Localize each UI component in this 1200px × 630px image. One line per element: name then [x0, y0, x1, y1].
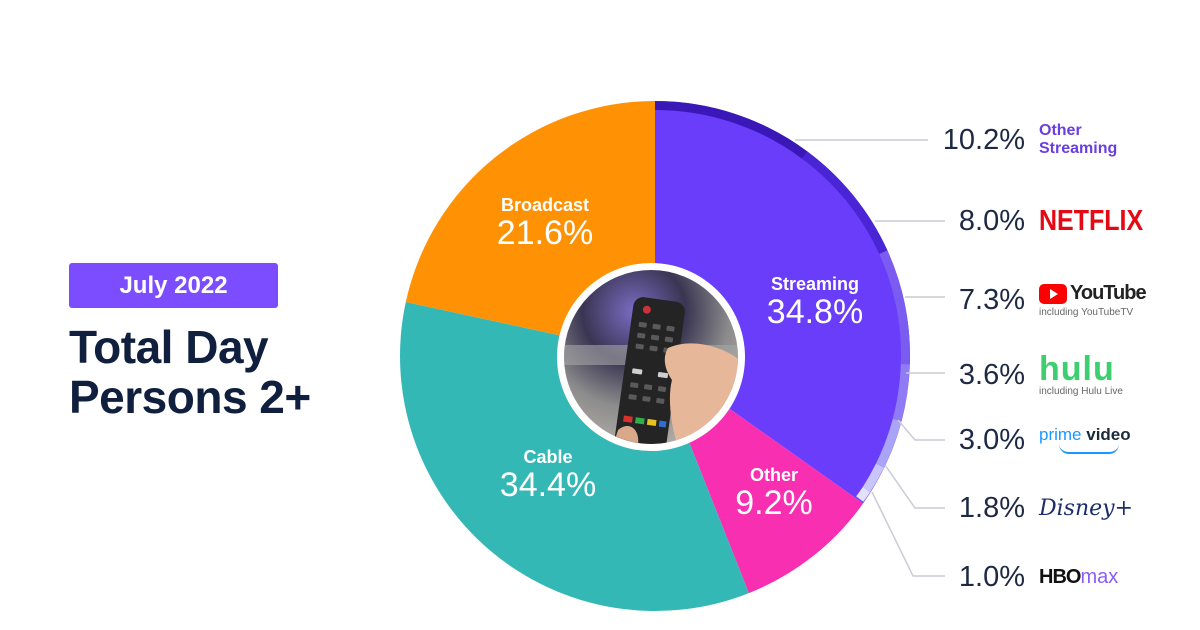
other-streaming-line2: Streaming: [1039, 140, 1118, 157]
ring-netflix: [802, 151, 888, 255]
legend-other-streaming: 10.2% Other Streaming: [930, 120, 1117, 160]
label-cable: Cable 34.4%: [500, 447, 596, 503]
ring-hulu: [892, 363, 910, 422]
leader-lines: [795, 139, 945, 577]
label-other: Other 9.2%: [735, 465, 813, 521]
ring-hbo: [856, 486, 871, 502]
label-broadcast: Broadcast 21.6%: [497, 195, 593, 251]
label-streaming-pct: 34.8%: [766, 293, 864, 331]
title-line-2: Persons 2+: [69, 371, 311, 423]
other-streaming-line1: Other: [1039, 122, 1082, 139]
legend-hbo-max: 1.0% HBOmax: [930, 557, 1118, 597]
video-word: video: [1086, 425, 1131, 444]
leader-hbo: [871, 491, 945, 577]
legend-pct: 8.0%: [958, 204, 1025, 237]
prime-video-logo: prime video: [1039, 426, 1131, 444]
leader-prime: [897, 419, 945, 441]
tv-remote-photo: [557, 263, 745, 451]
label-streaming: Streaming 34.8%: [767, 274, 863, 330]
youtube-play-icon: [1039, 283, 1067, 304]
youtube-sub: including YouTubeTV: [1039, 307, 1134, 318]
legend-disney-plus: 1.8% Disney+: [930, 488, 1133, 528]
prime-word: prime: [1039, 425, 1082, 444]
legend-prime-video: 3.0% prime video: [930, 420, 1131, 460]
amazon-smile-icon: [1059, 444, 1119, 454]
max-word: max: [1080, 565, 1119, 588]
date-badge: July 2022: [69, 263, 278, 308]
label-cable-name: Cable: [523, 447, 573, 467]
hulu-sub: including Hulu Live: [1039, 385, 1123, 397]
youtube-logo: YouTube: [1039, 282, 1147, 305]
slice-streaming: [655, 101, 911, 504]
youtube-wordmark: YouTube: [1070, 282, 1147, 304]
ring-other-streaming: [654, 101, 808, 159]
disney-plus-logo: Disney+: [1039, 495, 1134, 521]
hbo-max-logo: HBOmax: [1039, 566, 1118, 589]
legend-netflix: 8.0% NETFLIX: [930, 201, 1143, 241]
legend-pct: 1.0%: [958, 560, 1025, 593]
label-other-pct: 9.2%: [735, 484, 813, 522]
ring-prime: [875, 418, 902, 468]
legend-pct: 3.0%: [958, 423, 1025, 456]
netflix-logo: NETFLIX: [1039, 204, 1144, 237]
legend-pct: 7.3%: [958, 283, 1025, 316]
legend-pct: 1.8%: [958, 491, 1025, 524]
label-broadcast-pct: 21.6%: [496, 214, 594, 252]
hbo-word: HBO: [1039, 565, 1081, 588]
legend-youtube: 7.3% YouTube including YouTubeTV: [930, 280, 1147, 320]
ring-disney: [862, 463, 885, 492]
ring-youtube: [879, 250, 910, 365]
label-streaming-name: Streaming: [770, 274, 860, 294]
chart-title: Total Day Persons 2+: [69, 322, 311, 422]
legend-pct: 3.6%: [958, 358, 1025, 391]
leader-disney: [884, 464, 945, 509]
other-streaming-label: Other Streaming: [1039, 122, 1117, 158]
title-line-1: Total Day: [69, 321, 269, 373]
label-broadcast-name: Broadcast: [500, 195, 590, 215]
streaming-breakdown-ring: [654, 101, 910, 502]
legend-hulu: 3.6% hulu including Hulu Live: [930, 349, 1123, 397]
hulu-logo: hulu: [1039, 349, 1115, 388]
legend-pct: 10.2%: [942, 123, 1025, 156]
label-cable-pct: 34.4%: [499, 466, 597, 504]
label-other-name: Other: [749, 465, 798, 485]
